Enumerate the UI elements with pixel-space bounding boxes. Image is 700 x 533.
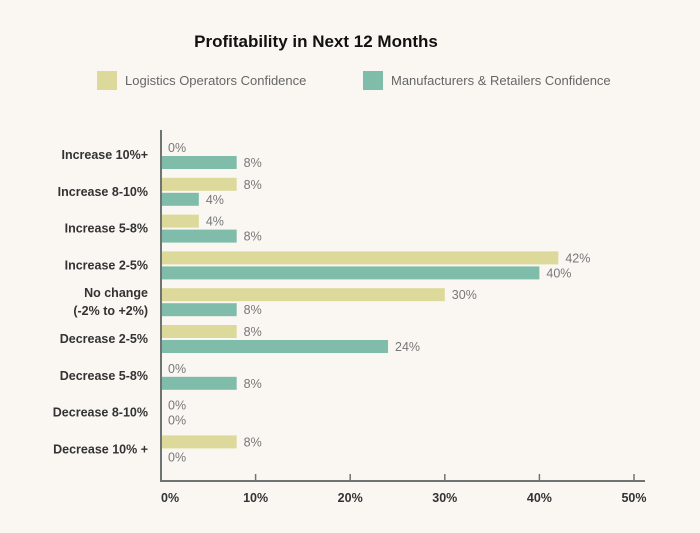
category-label: No change — [84, 286, 148, 300]
legend-item-logistics: Logistics Operators Confidence — [97, 71, 306, 90]
data-label: 0% — [168, 362, 186, 376]
bar — [161, 177, 237, 191]
legend-item-manufacturers: Manufacturers & Retailers Confidence — [363, 71, 611, 90]
category-label: Decrease 2-5% — [60, 332, 148, 346]
category-label: Increase 5-8% — [65, 222, 148, 236]
bar — [161, 156, 237, 169]
data-label: 8% — [244, 230, 262, 244]
bar — [161, 340, 389, 353]
bar — [161, 192, 199, 206]
bar — [161, 325, 237, 338]
data-label: 0% — [168, 414, 186, 428]
data-label: 0% — [168, 399, 186, 413]
bar — [161, 251, 559, 265]
bar — [161, 303, 237, 317]
x-tick-label: 40% — [527, 491, 552, 505]
chart-title: Profitability in Next 12 Months — [194, 32, 438, 51]
data-label: 8% — [244, 156, 262, 170]
legend-label: Logistics Operators Confidence — [125, 73, 307, 88]
data-label: 4% — [206, 193, 224, 207]
data-label: 42% — [565, 251, 590, 265]
data-label: 0% — [168, 450, 186, 464]
category-label: Decrease 10% + — [53, 442, 148, 456]
data-label: 8% — [244, 303, 262, 317]
data-label: 24% — [395, 340, 420, 354]
category-label: Decrease 8-10% — [53, 406, 148, 420]
bar — [161, 435, 237, 449]
legend-swatch — [363, 71, 383, 90]
x-tick-label: 50% — [621, 491, 646, 505]
data-label: 8% — [244, 377, 262, 391]
category-label: Increase 8-10% — [58, 185, 148, 199]
category-label: Decrease 5-8% — [60, 369, 148, 383]
x-tick-label: 30% — [432, 491, 457, 505]
data-label: 0% — [168, 141, 186, 155]
category-label: (-2% to +2%) — [73, 304, 148, 318]
bar — [161, 376, 237, 390]
legend-label: Manufacturers & Retailers Confidence — [391, 73, 611, 88]
data-label: 8% — [244, 178, 262, 192]
category-label: Increase 10%+ — [61, 148, 148, 162]
legend-swatch — [97, 71, 117, 90]
bar — [161, 229, 237, 243]
data-label: 8% — [244, 325, 262, 339]
bar — [161, 288, 445, 302]
bar — [161, 266, 540, 280]
data-label: 40% — [546, 266, 571, 280]
bar — [161, 214, 199, 228]
x-tick-label: 0% — [161, 491, 179, 505]
data-label: 8% — [244, 435, 262, 449]
x-tick-label: 10% — [243, 491, 268, 505]
x-tick-label: 20% — [338, 491, 363, 505]
category-label: Increase 2-5% — [65, 258, 148, 272]
data-label: 4% — [206, 215, 224, 229]
data-label: 30% — [452, 288, 477, 302]
